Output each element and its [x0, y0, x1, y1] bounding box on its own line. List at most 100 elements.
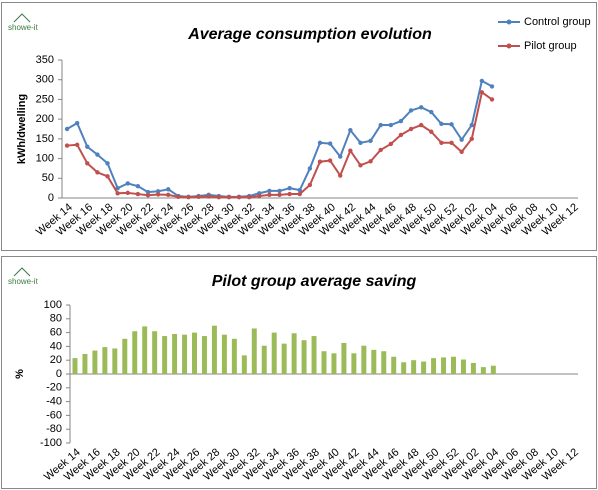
- bar: [162, 336, 168, 374]
- chart-title: Pilot group average saving: [212, 273, 417, 290]
- bar: [201, 336, 207, 374]
- bar: [102, 347, 108, 374]
- point: [85, 144, 90, 149]
- point: [378, 147, 383, 153]
- point: [449, 122, 454, 127]
- y-axis-label: kWh/dwelling: [16, 94, 28, 164]
- point: [388, 141, 394, 147]
- point: [257, 193, 262, 199]
- point: [398, 118, 404, 124]
- bar: [182, 334, 188, 374]
- point: [297, 191, 302, 197]
- bar: [460, 359, 466, 374]
- point: [267, 192, 272, 198]
- point: [166, 192, 171, 198]
- point: [145, 189, 151, 195]
- logo-roof: [13, 13, 31, 23]
- bar: [381, 351, 387, 374]
- point: [439, 121, 444, 127]
- point: [327, 141, 333, 146]
- point: [469, 136, 474, 142]
- y-tick-label: 100: [44, 299, 62, 311]
- bar: [192, 332, 197, 374]
- logo: showe-it: [8, 23, 39, 32]
- point: [166, 187, 171, 192]
- logo: showe-it: [8, 277, 39, 286]
- point: [64, 143, 70, 148]
- bar: [431, 358, 437, 374]
- point: [135, 183, 141, 189]
- point: [226, 195, 232, 200]
- y-tick-label: -60: [46, 409, 62, 421]
- point: [459, 149, 464, 155]
- y-axis-label: %: [14, 369, 26, 379]
- point: [216, 195, 222, 200]
- bar: [231, 338, 237, 374]
- bar: [371, 349, 377, 374]
- point: [297, 187, 302, 193]
- point: [246, 195, 252, 200]
- bar: [211, 325, 217, 374]
- y-tick-label: 80: [50, 313, 62, 325]
- y-tick-label: -40: [46, 396, 62, 408]
- y-tick-label: 50: [42, 172, 54, 184]
- point: [105, 161, 110, 166]
- point: [348, 148, 353, 153]
- y-tick-label: 150: [36, 133, 54, 145]
- y-tick-label: 20: [50, 354, 62, 366]
- legend-marker: [506, 19, 512, 25]
- point: [95, 170, 100, 175]
- bar: [112, 348, 118, 374]
- point: [176, 194, 181, 200]
- point: [327, 158, 333, 163]
- bar: [490, 365, 496, 374]
- y-tick-label: 40: [50, 340, 62, 352]
- bar: [401, 362, 407, 374]
- point: [135, 191, 141, 197]
- point: [338, 173, 343, 178]
- bar: [321, 351, 327, 374]
- point: [489, 97, 495, 102]
- chart-panel: [1, 2, 597, 251]
- point: [388, 122, 394, 128]
- bar: [361, 345, 367, 374]
- point: [196, 194, 201, 200]
- point: [277, 192, 282, 198]
- y-tick-label: 250: [36, 93, 54, 105]
- point: [418, 122, 424, 128]
- legend-label: Pilot group: [524, 40, 577, 52]
- point: [307, 182, 313, 188]
- bar: [152, 331, 158, 374]
- point: [449, 140, 454, 145]
- point: [429, 109, 434, 115]
- bar: [311, 336, 317, 374]
- bar: [480, 367, 486, 374]
- y-tick-label: 0: [48, 192, 54, 204]
- point: [145, 193, 151, 198]
- bar: [341, 342, 347, 374]
- bar: [271, 332, 277, 374]
- point: [317, 159, 323, 164]
- point: [186, 195, 191, 200]
- bar: [291, 333, 297, 374]
- bar: [261, 345, 267, 374]
- bar: [451, 356, 456, 374]
- point: [479, 78, 485, 84]
- legend-marker: [506, 43, 512, 49]
- point: [479, 90, 485, 95]
- bar: [441, 357, 447, 374]
- point: [358, 163, 363, 168]
- point: [317, 140, 323, 145]
- point: [429, 129, 434, 134]
- bar: [251, 328, 257, 374]
- point: [348, 127, 353, 133]
- point: [155, 192, 161, 197]
- point: [155, 189, 161, 194]
- point: [277, 188, 282, 194]
- bar: [331, 353, 337, 374]
- bar: [132, 331, 138, 374]
- bar: [281, 343, 287, 374]
- bar: [122, 338, 128, 374]
- point: [236, 195, 242, 200]
- logo-roof: [13, 267, 31, 277]
